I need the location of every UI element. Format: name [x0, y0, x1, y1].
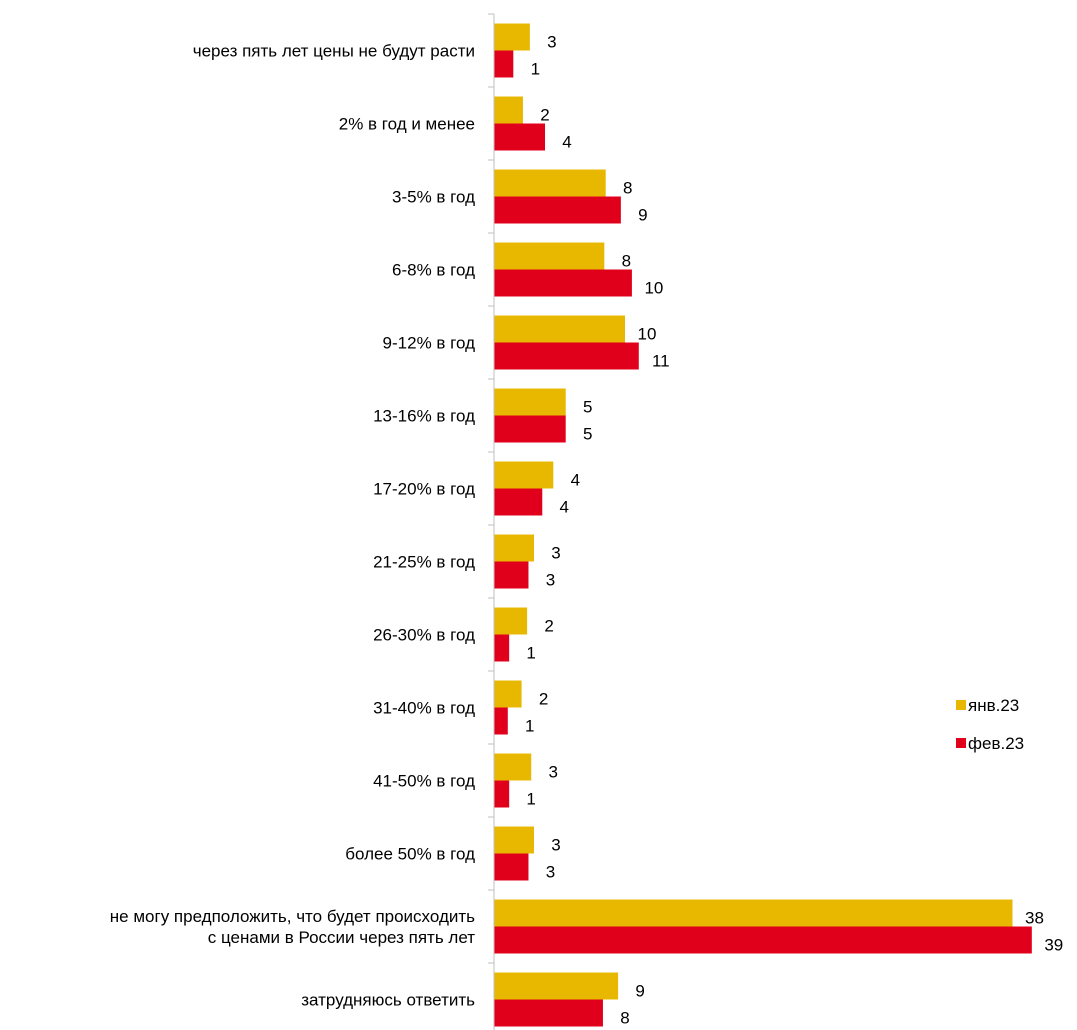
category-label: 2% в год и менее [339, 115, 475, 134]
value-label-jan: 3 [548, 763, 557, 782]
bar-feb [494, 707, 508, 735]
value-label-feb: 8 [620, 1009, 629, 1028]
value-label-feb: 4 [562, 133, 571, 152]
bar-jan [494, 23, 530, 51]
category-label: 31-40% в год [373, 699, 475, 718]
category-label: более 50% в год [345, 845, 475, 864]
bar-feb [494, 999, 603, 1027]
value-label-jan: 2 [544, 617, 553, 636]
bar-feb [494, 269, 632, 297]
legend-label-feb: фев.23 [968, 734, 1024, 753]
bar-jan [494, 461, 554, 489]
bar-jan [494, 899, 1013, 927]
value-label-feb: 11 [652, 352, 670, 371]
category-label: затрудняюсь ответить [301, 991, 475, 1010]
bars [494, 23, 1032, 1027]
value-label-feb: 3 [546, 863, 555, 882]
category-label: 13-16% в год [373, 407, 475, 426]
bar-jan [494, 315, 626, 343]
bar-feb [494, 488, 543, 516]
value-label-feb: 39 [1044, 936, 1063, 955]
value-label-feb: 4 [560, 498, 569, 517]
bar-feb [494, 853, 529, 881]
legend-swatch-jan [956, 700, 966, 710]
value-label-feb: 1 [526, 790, 535, 809]
bar-jan [494, 388, 566, 416]
value-label-jan: 3 [547, 33, 556, 52]
category-label: 3-5% в год [392, 188, 475, 207]
legend: янв.23 фев.23 [956, 696, 1024, 753]
bar-jan [494, 972, 619, 1000]
value-label-jan: 2 [540, 106, 549, 125]
value-label-feb: 3 [546, 571, 555, 590]
value-label-jan: 10 [638, 325, 657, 344]
category-label: 41-50% в год [373, 772, 475, 791]
value-label-jan: 3 [551, 544, 560, 563]
bar-feb [494, 50, 514, 78]
value-label-jan: 2 [539, 690, 548, 709]
bar-feb [494, 780, 510, 808]
category-axis [488, 13, 495, 1030]
category-label: 21-25% в год [373, 553, 475, 572]
value-label-jan: 38 [1025, 909, 1044, 928]
value-label-jan: 3 [551, 836, 560, 855]
value-label-feb: 1 [531, 60, 540, 79]
bar-jan [494, 680, 522, 708]
bar-feb [494, 415, 566, 443]
bar-jan [494, 826, 534, 854]
legend-label-jan: янв.23 [968, 696, 1019, 715]
category-label: 17-20% в год [373, 480, 475, 499]
legend-swatch-feb [956, 738, 966, 748]
bar-jan [494, 242, 605, 270]
bar-jan [494, 169, 606, 197]
bar-feb [494, 342, 639, 370]
value-label-feb: 5 [583, 425, 592, 444]
value-label-jan: 4 [571, 471, 580, 490]
value-label-feb: 1 [526, 644, 535, 663]
bar-jan [494, 607, 528, 635]
value-label-jan: 9 [635, 982, 644, 1001]
bar-feb [494, 196, 621, 224]
bar-jan [494, 96, 523, 124]
value-label-jan: 8 [623, 179, 632, 198]
category-label: через пять лет цены не будут расти [193, 42, 475, 61]
value-label-feb: 9 [638, 206, 647, 225]
bar-feb [494, 926, 1032, 954]
category-label: 26-30% в год [373, 626, 475, 645]
category-label: 6-8% в год [392, 261, 475, 280]
category-label: 9-12% в год [383, 334, 476, 353]
bar-jan [494, 534, 534, 562]
category-labels: через пять лет цены не будут расти 2% в г… [110, 42, 475, 1010]
bar-feb [494, 561, 529, 589]
value-label-jan: 8 [622, 252, 631, 271]
value-label-feb: 1 [525, 717, 534, 736]
value-label-jan: 5 [583, 398, 592, 417]
bar-jan [494, 753, 532, 781]
bar-feb [494, 634, 510, 662]
value-label-feb: 10 [644, 279, 663, 298]
bar-feb [494, 123, 546, 151]
category-label: не могу предположить, что будет происход… [110, 907, 475, 947]
